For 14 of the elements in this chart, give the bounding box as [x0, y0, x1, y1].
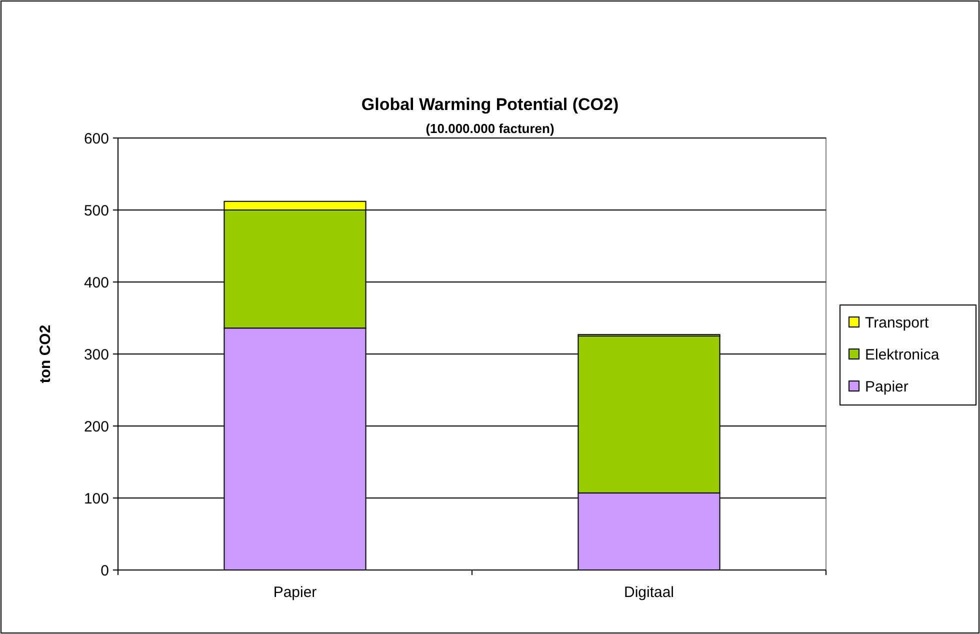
legend-label: Transport — [865, 314, 930, 332]
y-tick-label: 100 — [84, 490, 109, 508]
chart-title: Global Warming Potential (CO2) — [361, 95, 619, 114]
legend-label: Elektronica — [865, 346, 940, 364]
y-tick-label: 400 — [84, 274, 109, 292]
y-tick-label: 500 — [84, 202, 109, 220]
x-tick-label: Digitaal — [624, 584, 674, 601]
legend-label: Papier — [865, 378, 908, 396]
chart-subtitle: (10.000.000 facturen) — [426, 121, 554, 136]
y-tick-label: 300 — [84, 346, 109, 364]
y-tick-label: 0 — [100, 562, 109, 580]
y-axis-title: ton CO2 — [37, 324, 54, 384]
y-tick-label: 600 — [84, 130, 109, 148]
y-tick-label: 200 — [84, 418, 109, 436]
